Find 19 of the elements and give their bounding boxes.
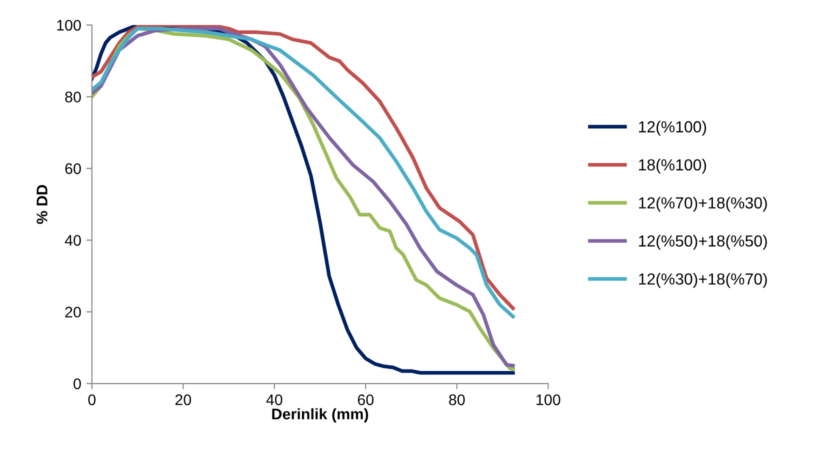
legend-label: 12(%100) [639,120,706,136]
x-tick-label: 20 [175,394,192,406]
y-tick-label: 80 [65,92,81,102]
y-tick-label: 100 [57,20,81,31]
legend-label: 12(%70)+18(%30) [639,196,767,212]
x-tick-label: 80 [449,394,465,406]
y-tick-label: 20 [65,306,81,318]
x-tick-label: 40 [266,394,282,406]
x-tick-label: 100 [536,394,560,406]
x-tick-label: 0 [88,394,96,406]
legend-label: 12(%30)+18(%70) [639,272,767,288]
y-tick-label: 0 [74,378,81,390]
y-axis-title: % DD [36,184,48,224]
legend-label: 12(%50)+18(%50) [639,234,767,250]
y-tick-label: 60 [65,163,81,174]
x-axis-title: Derinlik (mm) [272,408,368,422]
legend-label: 18(%100) [639,158,706,174]
x-tick-label: 60 [358,394,374,406]
y-tick-label: 40 [64,235,81,246]
